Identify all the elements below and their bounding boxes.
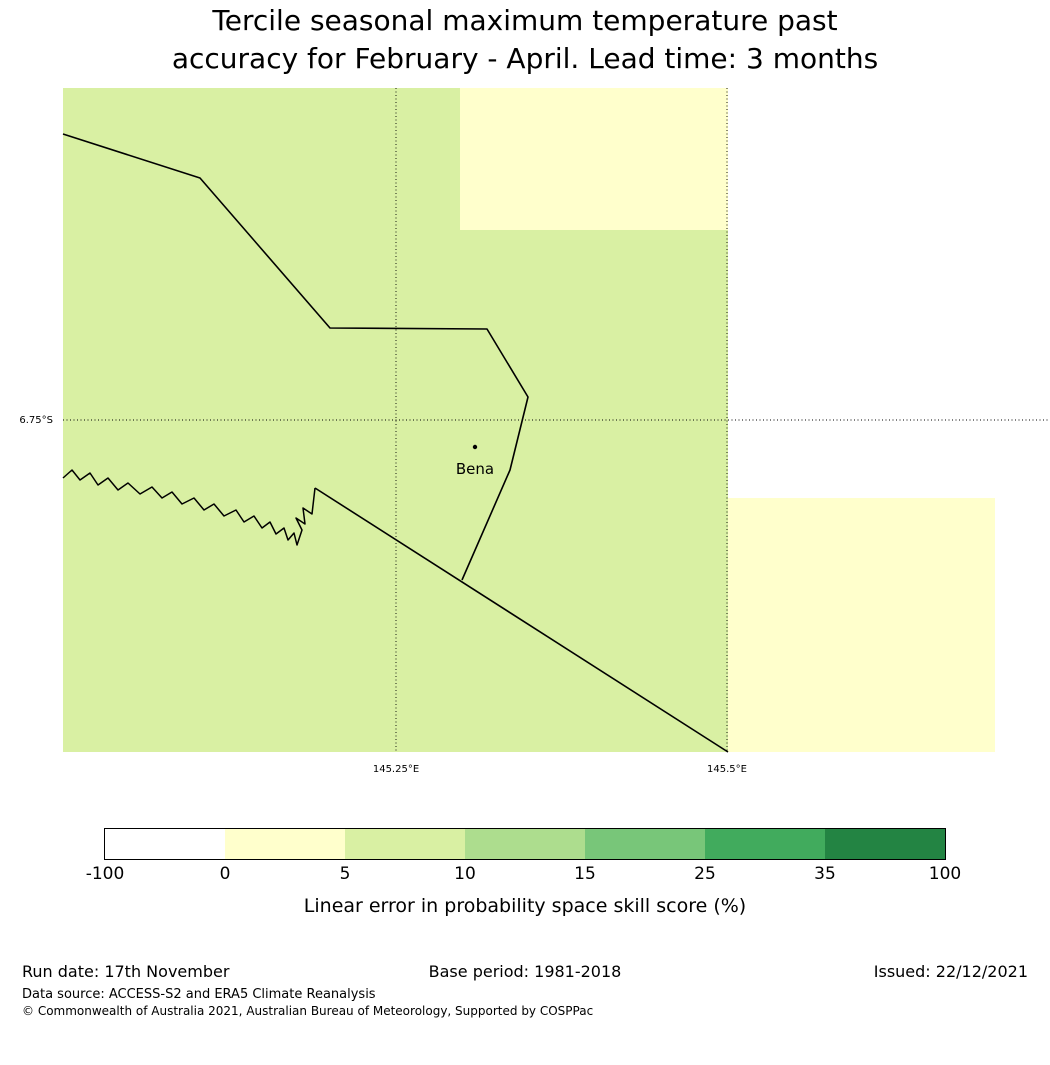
copyright-text: © Commonwealth of Australia 2021, Austra… <box>22 1004 594 1018</box>
colorbar-tick-3: 10 <box>454 864 476 884</box>
map-plot: Bena 6.75°S 145.25°E 145.5°E <box>19 88 1050 775</box>
colorbar-segment-6 <box>825 829 945 859</box>
run-date-text: Run date: 17th November <box>22 962 230 981</box>
colorbar-border <box>104 828 946 860</box>
colorbar-segment-0 <box>105 829 225 859</box>
colorbar-tick-2: 5 <box>339 864 351 884</box>
footer-row: Run date: 17th November Base period: 198… <box>22 962 1028 984</box>
colorbar-segment-2 <box>345 829 465 859</box>
colorbar-tick-4: 15 <box>574 864 596 884</box>
river-line <box>62 469 316 546</box>
colorbar-ticks: -100 0 5 10 15 25 35 100 <box>86 864 962 888</box>
base-period-text: Base period: 1981-2018 <box>428 962 622 981</box>
region-southeast-patch <box>728 498 995 752</box>
region-northeast-patch <box>460 88 728 230</box>
colorbar-axis-label: Linear error in probability space skill … <box>303 895 747 917</box>
colorbar <box>104 828 946 860</box>
colorbar-tick-7: 100 <box>928 864 962 884</box>
issued-text: Issued: 22/12/2021 <box>873 962 1028 981</box>
figure-title: Tercile seasonal maximum temperature pas… <box>0 2 1050 78</box>
lon-tick-label-2: 145.5°E <box>707 764 747 775</box>
lat-tick-label: 6.75°S <box>19 415 53 426</box>
colorbar-segment-1 <box>225 829 345 859</box>
bena-marker-label: Bena <box>456 460 494 478</box>
colorbar-segment-3 <box>465 829 585 859</box>
figure-title-line2: accuracy for February - April. Lead time… <box>171 42 879 75</box>
figure-title-line1: Tercile seasonal maximum temperature pas… <box>212 4 838 37</box>
colorbar-tick-6: 35 <box>814 864 836 884</box>
boundary-line-north <box>62 133 529 581</box>
bena-marker-dot <box>472 444 478 450</box>
lon-tick-label-1: 145.25°E <box>373 764 419 775</box>
colorbar-tick-5: 25 <box>694 864 716 884</box>
data-source-text: Data source: ACCESS-S2 and ERA5 Climate … <box>22 987 376 1002</box>
colorbar-tick-0: -100 <box>85 864 125 884</box>
colorbar-segment-4 <box>585 829 705 859</box>
colorbar-tick-1: 0 <box>219 864 231 884</box>
colorbar-segment-5 <box>705 829 825 859</box>
boundary-line-diagonal <box>314 487 729 753</box>
